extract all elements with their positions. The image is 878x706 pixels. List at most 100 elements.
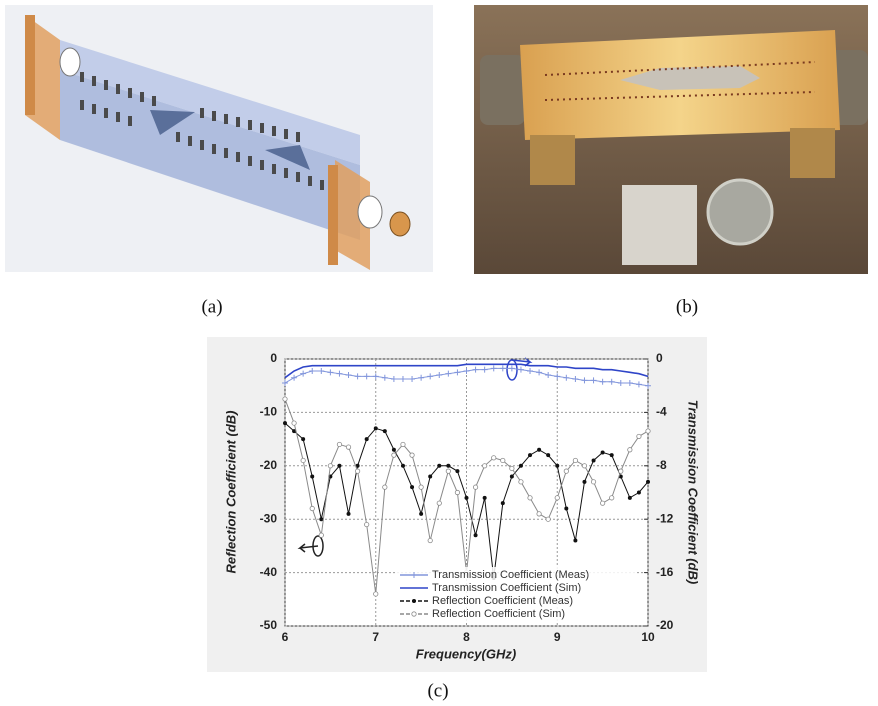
x-tick-label: 8 (463, 630, 470, 644)
point-marker (373, 426, 378, 431)
point-marker (545, 372, 552, 379)
x-tick-label: 6 (282, 630, 289, 644)
point-marker (627, 495, 632, 500)
point-marker (590, 479, 597, 485)
point-marker (572, 376, 579, 383)
point-marker (627, 447, 633, 453)
point-marker (581, 377, 588, 384)
point-marker (500, 457, 506, 464)
point-marker (336, 370, 343, 377)
legend-label: Transmission Coefficient (Meas) (432, 569, 589, 581)
point-marker (292, 429, 297, 434)
point-marker (345, 444, 352, 450)
point-marker (609, 495, 615, 501)
point-marker (463, 368, 470, 375)
point-marker (327, 463, 333, 469)
point-marker (310, 474, 315, 479)
point-marker (599, 378, 606, 385)
point-marker (454, 369, 461, 376)
point-marker (499, 365, 506, 372)
x-tick-label: 7 (372, 630, 379, 644)
x-tick-label: 9 (554, 630, 561, 644)
point-marker (455, 469, 460, 474)
panel-label: (a) (201, 296, 222, 317)
point-marker (400, 463, 405, 468)
y2-tick-label: -16 (656, 565, 674, 579)
point-marker (464, 495, 469, 500)
point-marker (617, 380, 624, 387)
legend-label: Reflection Coefficient (Sim) (432, 608, 565, 620)
point-marker (309, 368, 316, 375)
point-marker (609, 453, 614, 458)
point-marker (391, 447, 396, 452)
point-marker (582, 479, 587, 484)
point-marker (318, 532, 324, 538)
point-marker (636, 433, 642, 440)
point-marker (409, 452, 415, 458)
legend-marker (411, 572, 417, 578)
point-marker (482, 495, 487, 500)
point-marker (446, 463, 451, 468)
legend-box (396, 567, 636, 623)
point-marker (300, 370, 307, 377)
y-tick-label: 0 (270, 351, 277, 365)
point-marker (410, 485, 415, 490)
point-marker (427, 537, 433, 544)
legend-label: Transmission Coefficient (Sim) (432, 582, 581, 594)
point-marker (545, 516, 551, 522)
point-marker (291, 374, 298, 381)
point-marker (500, 501, 505, 506)
point-marker (636, 490, 641, 495)
x-axis-label: Frequency(GHz) (416, 646, 516, 661)
point-marker (436, 372, 443, 379)
point-marker (355, 463, 360, 468)
y2-tick-label: -20 (656, 618, 674, 632)
y2-tick-label: -4 (656, 405, 667, 419)
legend-marker (412, 599, 416, 603)
point-marker (509, 465, 515, 472)
point-marker (427, 373, 434, 380)
point-marker (382, 429, 387, 434)
series-line (284, 363, 649, 379)
point-marker (390, 376, 397, 383)
point-marker (409, 376, 416, 383)
point-marker (418, 374, 425, 381)
point-marker (581, 463, 588, 469)
point-marker (508, 365, 515, 372)
legend-label: Reflection Coefficient (Meas) (432, 595, 573, 607)
point-marker (399, 376, 406, 383)
point-marker (517, 366, 524, 373)
point-marker (283, 421, 287, 426)
point-marker (528, 453, 533, 458)
point-marker (573, 538, 578, 543)
point-marker (527, 368, 534, 375)
point-marker (472, 484, 479, 490)
point-marker (428, 474, 433, 479)
point-marker (537, 447, 542, 452)
point-marker (354, 373, 361, 380)
point-marker (536, 369, 543, 376)
legend-marker (411, 611, 417, 617)
panel-label: (c) (427, 680, 448, 701)
point-marker (527, 495, 533, 501)
point-marker (363, 373, 370, 380)
point-marker (291, 420, 297, 426)
y-tick-label: -10 (260, 405, 278, 419)
y-tick-label: -30 (260, 511, 278, 525)
y2-tick-label: -12 (656, 511, 674, 525)
point-marker (518, 463, 523, 468)
point-marker (400, 441, 406, 448)
point-marker (445, 468, 451, 474)
point-marker (555, 463, 560, 468)
point-marker (445, 370, 452, 377)
point-marker (282, 380, 288, 387)
point-marker (645, 382, 651, 389)
point-marker (372, 373, 379, 380)
point-marker (354, 468, 361, 474)
point-marker (337, 463, 342, 468)
x-tick-label: 10 (641, 630, 655, 644)
point-marker (473, 533, 478, 538)
model-illustration (5, 5, 433, 272)
point-marker (364, 437, 369, 442)
